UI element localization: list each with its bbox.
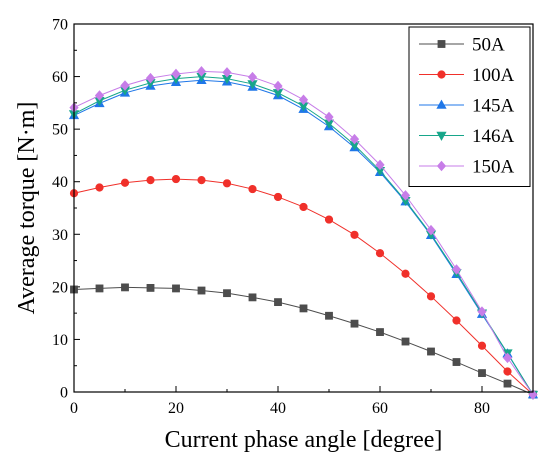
legend-item: 146A	[419, 126, 515, 147]
legend-item: 145A	[419, 96, 515, 117]
data-point	[401, 269, 410, 278]
data-point	[94, 90, 105, 101]
legend: 50A 100A 145A 146A 150A	[408, 26, 531, 187]
legend-label: 146A	[472, 126, 515, 147]
data-point	[375, 159, 385, 171]
y-tick-label: 70	[52, 17, 68, 34]
data-point	[146, 176, 155, 185]
data-point	[171, 174, 181, 184]
data-point	[350, 319, 359, 328]
legend-marker	[437, 40, 446, 48]
data-point	[298, 94, 309, 105]
legend-box	[408, 26, 531, 187]
legend-marker	[436, 99, 447, 109]
data-point	[350, 230, 359, 239]
y-tick-label: 40	[52, 174, 68, 191]
data-point	[120, 178, 130, 187]
data-point	[477, 306, 487, 317]
data-point	[222, 67, 232, 78]
data-point	[477, 341, 487, 350]
legend-item: 100A	[419, 65, 515, 86]
legend-label: 50A	[472, 35, 505, 56]
data-point	[171, 68, 181, 80]
data-point	[197, 176, 206, 185]
y-tick-label: 60	[52, 69, 68, 86]
data-point	[95, 183, 104, 192]
legend-marker	[436, 160, 447, 172]
data-point	[478, 369, 486, 377]
y-tick-label: 50	[52, 122, 68, 139]
x-tick-label: 60	[372, 400, 388, 417]
data-point	[120, 80, 130, 91]
data-point	[299, 202, 308, 212]
data-point	[248, 293, 257, 302]
data-point	[273, 80, 283, 92]
series-layer	[68, 66, 539, 401]
legend-marker	[437, 70, 446, 79]
data-point	[273, 192, 283, 202]
y-axis-ticks: 0 10 20 30 40 50 60 70	[52, 17, 80, 402]
data-point	[325, 311, 333, 320]
data-point	[324, 111, 334, 123]
data-point	[452, 316, 461, 325]
x-axis-ticks: 0 20 40 60 80	[70, 386, 534, 417]
y-tick-label: 20	[52, 279, 68, 296]
data-point	[223, 289, 231, 298]
data-point	[121, 283, 129, 292]
x-tick-label: 80	[474, 400, 490, 417]
data-point	[503, 379, 512, 388]
series-line-50A	[73, 286, 534, 396]
data-point	[172, 284, 180, 293]
data-point	[197, 286, 206, 295]
data-point	[324, 215, 334, 224]
legend-marker	[436, 131, 447, 141]
data-point	[451, 264, 462, 275]
data-point	[349, 133, 360, 145]
y-axis-title: Average torque [N·m]	[14, 102, 40, 315]
x-tick-label: 40	[270, 400, 286, 417]
data-point	[503, 367, 512, 376]
data-point	[196, 66, 207, 77]
series-100A	[69, 174, 538, 399]
x-axis-title: Current phase angle [degree]	[165, 427, 443, 453]
data-point	[299, 304, 308, 313]
x-tick-label: 0	[70, 400, 78, 417]
y-tick-label: 30	[52, 227, 68, 244]
legend-item: 150A	[419, 157, 515, 178]
data-point	[427, 347, 435, 356]
data-point	[426, 224, 436, 236]
data-point	[426, 292, 436, 301]
data-point	[248, 184, 257, 194]
data-point	[401, 337, 410, 346]
series-50A	[70, 283, 537, 399]
legend-label: 145A	[472, 96, 515, 117]
data-point	[95, 284, 104, 293]
x-tick-label: 20	[168, 400, 184, 417]
data-point	[274, 298, 282, 307]
data-point	[452, 358, 461, 366]
y-tick-label: 0	[60, 385, 68, 402]
data-point	[502, 352, 513, 364]
data-point	[375, 249, 385, 258]
series-150A	[69, 66, 538, 400]
legend-label: 150A	[472, 157, 515, 178]
data-point	[400, 190, 411, 201]
legend-item: 50A	[419, 35, 505, 56]
data-point	[247, 71, 258, 83]
data-point	[146, 284, 155, 292]
y-tick-label: 10	[52, 332, 68, 349]
data-point	[222, 179, 232, 188]
legend-label: 100A	[472, 65, 515, 86]
data-point	[145, 72, 156, 84]
data-point	[376, 328, 384, 336]
plot-frame	[73, 23, 534, 393]
